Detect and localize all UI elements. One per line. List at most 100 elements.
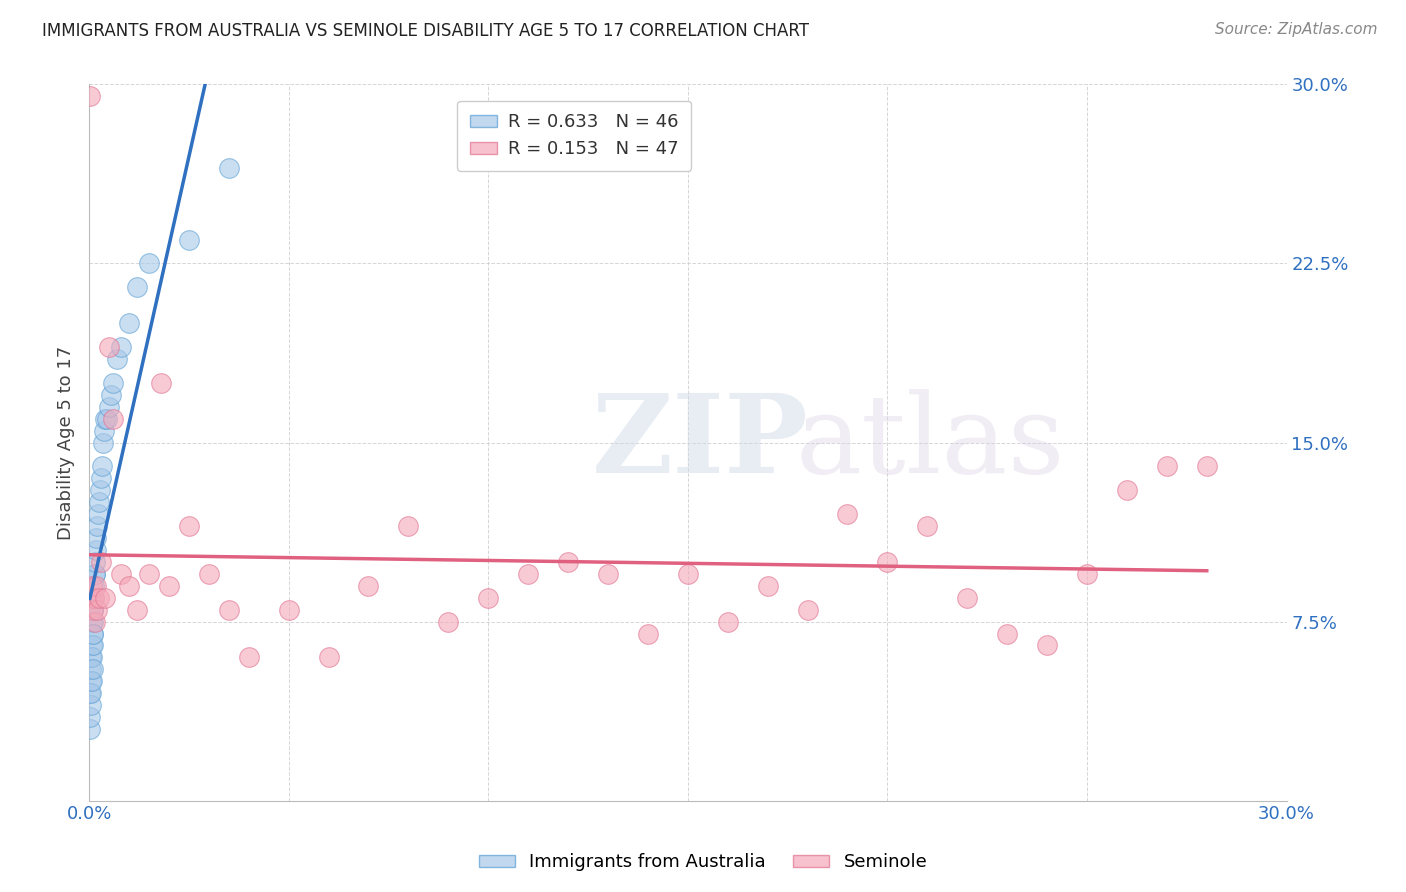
- Point: [80, 674, 103, 689]
- Point: [756, 579, 779, 593]
- Point: [83, 591, 105, 605]
- Point: [149, 376, 172, 390]
- Legend: R = 0.633   N = 46, R = 0.153   N = 47: R = 0.633 N = 46, R = 0.153 N = 47: [457, 101, 692, 171]
- Point: [80, 650, 103, 665]
- Point: [1195, 459, 1218, 474]
- Point: [90, 555, 112, 569]
- Point: [717, 615, 740, 629]
- Point: [198, 566, 221, 581]
- Point: [94, 591, 117, 605]
- Point: [796, 602, 818, 616]
- Point: [110, 566, 132, 581]
- Point: [517, 566, 540, 581]
- Legend: Immigrants from Australia, Seminole: Immigrants from Australia, Seminole: [471, 847, 935, 879]
- Y-axis label: Disability Age 5 to 17: Disability Age 5 to 17: [58, 345, 75, 540]
- Point: [177, 233, 200, 247]
- Point: [89, 483, 111, 498]
- Point: [995, 626, 1018, 640]
- Text: ZIP: ZIP: [592, 389, 808, 496]
- Point: [91, 459, 114, 474]
- Point: [876, 555, 898, 569]
- Point: [101, 411, 124, 425]
- Point: [86, 602, 108, 616]
- Text: atlas: atlas: [796, 389, 1066, 496]
- Point: [87, 591, 110, 605]
- Point: [87, 495, 110, 509]
- Point: [110, 340, 132, 354]
- Point: [238, 650, 260, 665]
- Point: [91, 435, 114, 450]
- Point: [100, 388, 122, 402]
- Point: [83, 579, 105, 593]
- Point: [917, 519, 939, 533]
- Point: [82, 602, 104, 616]
- Point: [82, 602, 104, 616]
- Point: [80, 639, 103, 653]
- Point: [396, 519, 419, 533]
- Point: [80, 686, 103, 700]
- Point: [98, 400, 121, 414]
- Point: [84, 555, 107, 569]
- Point: [125, 280, 148, 294]
- Point: [94, 411, 117, 425]
- Point: [277, 602, 299, 616]
- Point: [82, 615, 104, 629]
- Point: [82, 626, 104, 640]
- Point: [837, 507, 859, 521]
- Text: IMMIGRANTS FROM AUSTRALIA VS SEMINOLE DISABILITY AGE 5 TO 17 CORRELATION CHART: IMMIGRANTS FROM AUSTRALIA VS SEMINOLE DI…: [42, 22, 810, 40]
- Point: [118, 579, 141, 593]
- Point: [83, 566, 105, 581]
- Point: [79, 89, 101, 103]
- Point: [79, 722, 101, 736]
- Point: [82, 626, 104, 640]
- Point: [118, 316, 141, 330]
- Point: [90, 471, 112, 485]
- Point: [477, 591, 499, 605]
- Point: [82, 662, 104, 676]
- Point: [83, 591, 105, 605]
- Point: [637, 626, 659, 640]
- Point: [79, 698, 101, 713]
- Point: [79, 710, 101, 724]
- Point: [80, 591, 103, 605]
- Point: [177, 519, 200, 533]
- Point: [596, 566, 619, 581]
- Point: [1116, 483, 1139, 498]
- Point: [87, 507, 110, 521]
- Point: [138, 256, 160, 270]
- Text: Source: ZipAtlas.com: Source: ZipAtlas.com: [1215, 22, 1378, 37]
- Point: [101, 376, 124, 390]
- Point: [82, 615, 104, 629]
- Point: [676, 566, 699, 581]
- Point: [1076, 566, 1098, 581]
- Point: [80, 674, 103, 689]
- Point: [93, 424, 115, 438]
- Point: [79, 686, 101, 700]
- Point: [82, 602, 104, 616]
- Point: [218, 161, 240, 175]
- Point: [84, 531, 107, 545]
- Point: [218, 602, 240, 616]
- Point: [125, 602, 148, 616]
- Point: [357, 579, 380, 593]
- Point: [557, 555, 579, 569]
- Point: [82, 650, 104, 665]
- Point: [157, 579, 180, 593]
- Point: [80, 579, 103, 593]
- Point: [956, 591, 979, 605]
- Point: [84, 615, 107, 629]
- Point: [318, 650, 340, 665]
- Point: [84, 579, 107, 593]
- Point: [80, 662, 103, 676]
- Point: [82, 639, 104, 653]
- Point: [96, 411, 118, 425]
- Point: [437, 615, 460, 629]
- Point: [1156, 459, 1178, 474]
- Point: [138, 566, 160, 581]
- Point: [1036, 639, 1059, 653]
- Point: [84, 566, 107, 581]
- Point: [105, 351, 128, 366]
- Point: [98, 340, 121, 354]
- Point: [86, 519, 108, 533]
- Point: [84, 543, 107, 558]
